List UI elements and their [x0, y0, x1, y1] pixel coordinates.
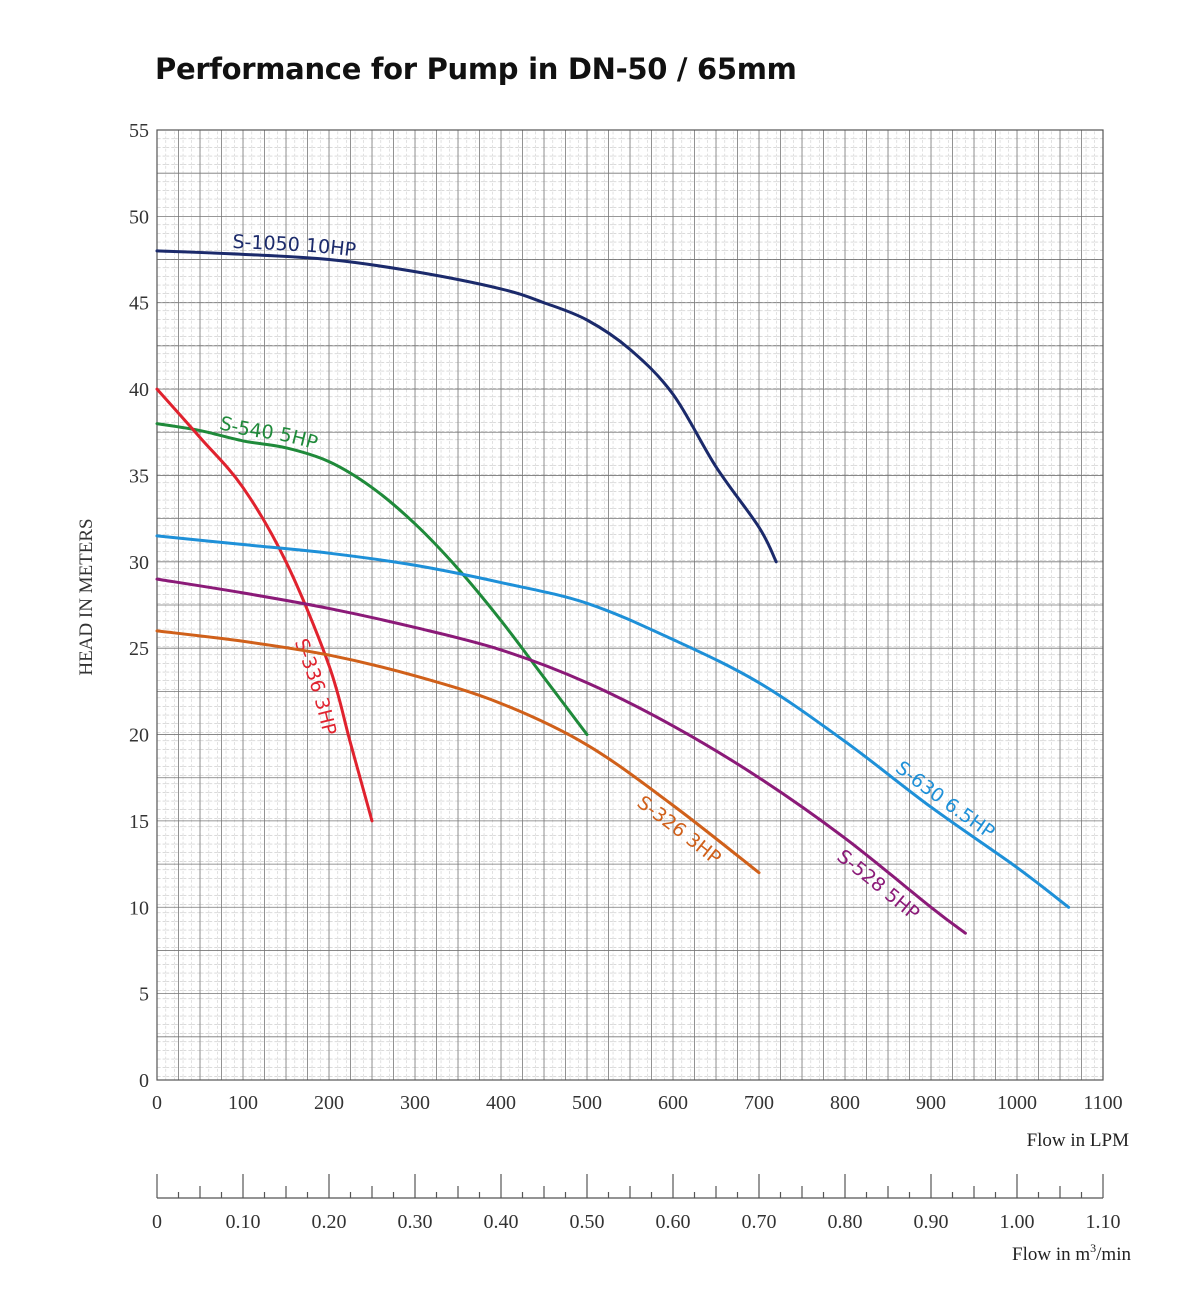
x-tick-label: 500 [572, 1092, 602, 1114]
secondary-axis-tick-label: 0.70 [742, 1211, 777, 1233]
x-tick-label: 100 [228, 1092, 258, 1114]
y-tick-label: 10 [129, 897, 149, 919]
secondary-axis-label-superscript: 3 [1090, 1241, 1096, 1255]
y-tick-label: 20 [129, 725, 149, 747]
x-tick-label: 700 [744, 1092, 774, 1114]
x-tick-label: 400 [486, 1092, 516, 1114]
x-tick-label: 600 [658, 1092, 688, 1114]
y-tick-label: 0 [139, 1070, 149, 1092]
secondary-axis-tick-label: 1.00 [1000, 1211, 1035, 1233]
x-tick-label: 1100 [1083, 1092, 1122, 1114]
secondary-axis-tick-label: 0.80 [828, 1211, 863, 1233]
y-tick-label: 35 [129, 465, 149, 487]
secondary-axis-tick-label: 0 [152, 1211, 162, 1233]
x-tick-label: 0 [152, 1092, 162, 1114]
secondary-axis-tick-label: 0.30 [398, 1211, 433, 1233]
axes [156, 129, 1104, 1081]
secondary-axis: 0 0.10 0.20 0.30 0.40 0.50 0.60 0.70 0.80 0.90 1.0… [152, 1174, 1121, 1233]
secondary-axis-label: Flow in m3/min [1012, 1241, 1131, 1265]
series-line [155, 249, 778, 564]
x-tick-label: 800 [830, 1092, 860, 1114]
series-line [155, 629, 761, 875]
y-tick-label: 55 [129, 120, 149, 142]
x-tick-label: 200 [314, 1092, 344, 1114]
series-line [155, 387, 374, 823]
secondary-axis-tick-label: 0.50 [570, 1211, 605, 1233]
secondary-axis-label-suffix: /min [1096, 1244, 1131, 1265]
secondary-axis-tick-label: 0.90 [914, 1211, 949, 1233]
secondary-axis-tick-label: 1.10 [1086, 1211, 1121, 1233]
x-tick-label: 300 [400, 1092, 430, 1114]
secondary-axis-tick-label: 0.40 [484, 1211, 519, 1233]
y-tick-label: 5 [139, 984, 149, 1006]
y-tick-label: 30 [129, 552, 149, 574]
series-line [155, 534, 1071, 909]
secondary-axis-label-prefix: Flow in m [1012, 1244, 1090, 1265]
y-tick-label: 40 [129, 379, 149, 401]
x-tick-label: 1000 [997, 1092, 1037, 1114]
y-tick-label: 50 [129, 206, 149, 228]
major-grid [156, 129, 1104, 1081]
y-tick-label: 45 [129, 293, 149, 315]
series-line [155, 422, 589, 737]
chart-title: Performance for Pump in DN-50 / 65mm [155, 52, 797, 86]
series-line [155, 577, 967, 935]
y-tick-label: 15 [129, 811, 149, 833]
y-axis-label: HEAD IN METERS [76, 518, 97, 675]
secondary-axis-tick-label: 0.10 [226, 1211, 261, 1233]
x-axis-label: Flow in LPM [1027, 1130, 1130, 1151]
secondary-axis-tick-label: 0.20 [312, 1211, 347, 1233]
y-tick-label: 25 [129, 638, 149, 660]
plot-frame [156, 129, 1104, 1081]
x-tick-label: 900 [916, 1092, 946, 1114]
tick-labels: 0 100 200 300 400 500 600 700 800 900 1000 1100 0 5 10… [129, 120, 1123, 1114]
secondary-axis-tick-label: 0.60 [656, 1211, 691, 1233]
